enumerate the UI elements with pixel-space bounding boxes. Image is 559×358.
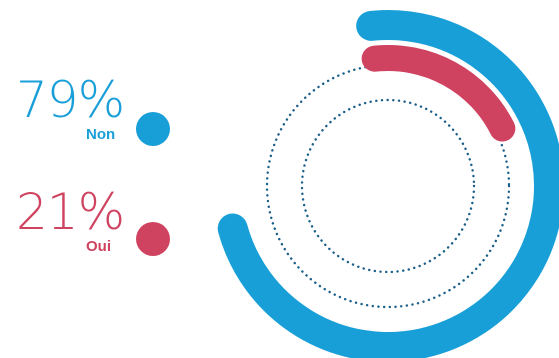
legend-value-non: 79% <box>16 71 125 129</box>
arc-non <box>217 10 559 358</box>
legend-swatch-oui <box>136 222 170 256</box>
legend-value-oui: 21% <box>16 183 125 241</box>
legend-label-non: Non <box>86 126 116 143</box>
legend-item-oui: 21% Oui <box>16 182 176 272</box>
legend-swatch-non <box>136 112 170 146</box>
value-arcs <box>217 10 559 358</box>
legend-label-oui: Oui <box>86 238 111 255</box>
arc-oui <box>361 45 516 142</box>
dotted-ring-inner <box>300 98 476 274</box>
legend-item-non: 79% Non <box>16 70 176 160</box>
